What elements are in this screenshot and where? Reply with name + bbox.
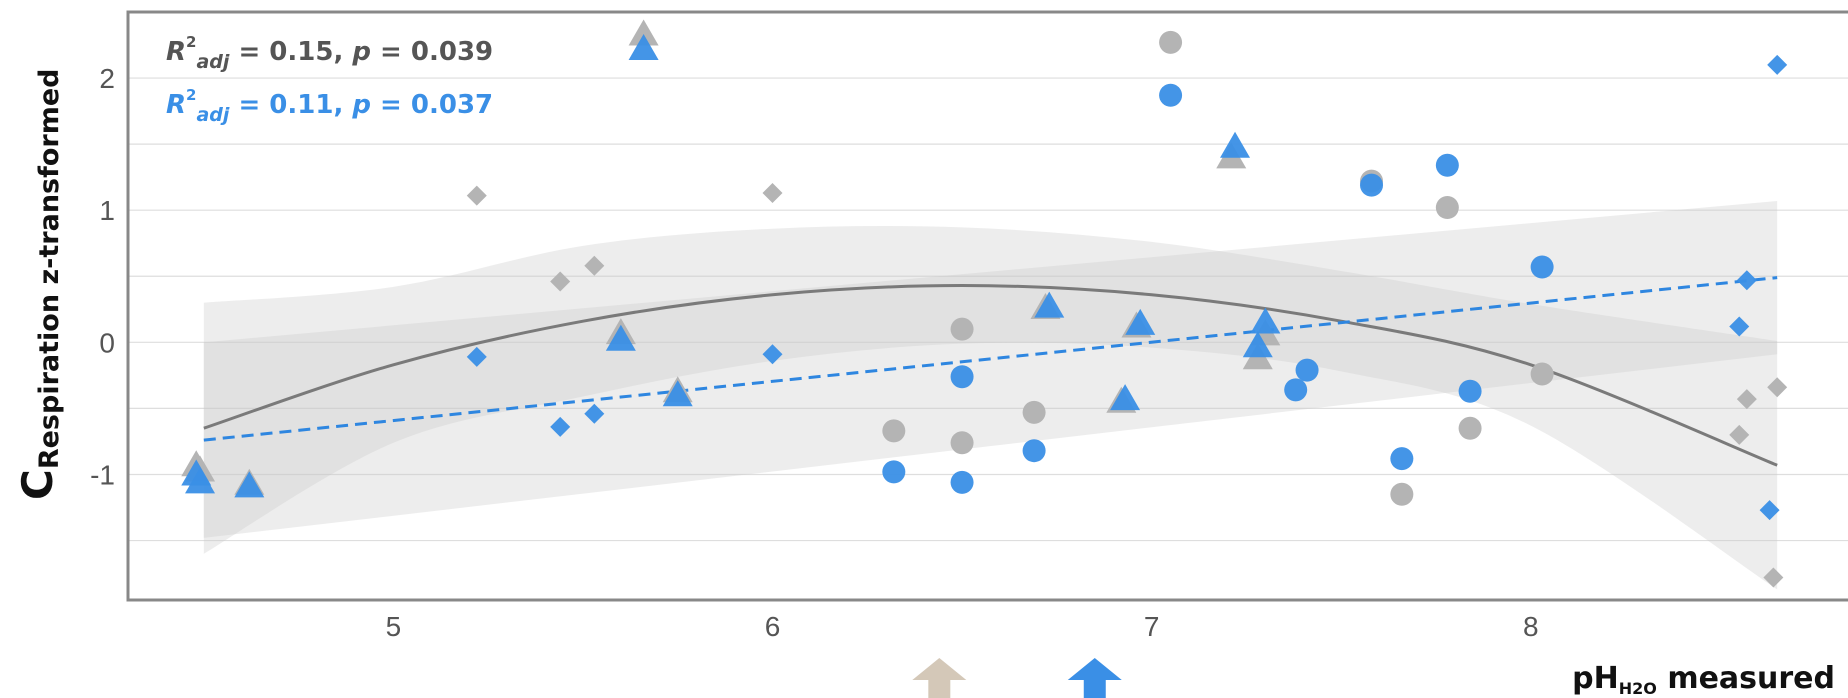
point-circle [1530, 362, 1554, 386]
point-diamond [1759, 500, 1780, 521]
stat-gray-r-sub: adj [196, 51, 229, 73]
point-diamond [1729, 424, 1750, 445]
stat-blue-r: R [166, 90, 186, 120]
fit-line-solid [203, 284, 1778, 467]
optimum-arrows [912, 658, 1122, 698]
stat-blue-r-sub: adj [196, 104, 229, 126]
point-circle [1159, 30, 1183, 54]
point-circle [1022, 439, 1046, 463]
point-triangle [1125, 308, 1156, 335]
point-diamond [1763, 567, 1784, 588]
point-triangle [605, 324, 636, 351]
stat-blue-p: p [351, 90, 371, 120]
x-tick-label-6: 6 [765, 611, 781, 642]
point-circle [1458, 379, 1482, 403]
x-axis-label-suffix: measured [1657, 661, 1835, 696]
point-circle [1284, 378, 1308, 402]
point-triangle [1250, 307, 1281, 334]
stat-blue: R2adj = 0.11, p = 0.037 [166, 86, 493, 126]
fit-lines [203, 276, 1778, 467]
point-triangle [1220, 131, 1251, 158]
point-circle [1530, 255, 1554, 279]
y-tick-label-2: 2 [99, 63, 115, 94]
point-circle [950, 365, 974, 389]
optimum-arrow-0 [912, 658, 967, 698]
grid-lines [128, 77, 1848, 542]
plot-frame [126, 10, 1848, 602]
point-diamond [1736, 270, 1757, 291]
point-diamond [584, 255, 605, 276]
optimum-arrow-1 [1067, 658, 1122, 698]
y-axis-label-main: C [13, 469, 62, 500]
y-axis-label-sub: Respiration z-transformed [34, 69, 65, 470]
point-triangle [628, 19, 659, 46]
point-circle [882, 419, 906, 443]
point-diamond [762, 183, 783, 204]
point-triangle [185, 467, 216, 494]
y-tick-label-1: 1 [99, 195, 115, 226]
stat-blue-r-sup: 2 [186, 86, 196, 104]
point-circle [950, 431, 974, 455]
point-diamond [466, 346, 487, 367]
point-diamond [550, 416, 571, 437]
stats-annotations: R2adj = 0.15, p = 0.039 R2adj = 0.11, p … [166, 33, 493, 126]
point-triangle [662, 380, 693, 407]
stat-gray-r-sup: 2 [186, 33, 196, 51]
point-diamond [550, 271, 571, 292]
point-circle [882, 460, 906, 484]
point-circle [1435, 196, 1459, 220]
point-circle [1435, 153, 1459, 177]
stat-gray: R2adj = 0.15, p = 0.039 [166, 33, 493, 73]
point-circle [1390, 447, 1414, 471]
point-circle [1390, 482, 1414, 506]
stat-gray-p: p [351, 37, 371, 67]
point-circle [950, 317, 974, 341]
y-tick-label-0: 0 [99, 327, 115, 358]
x-axis-label: pHH2O measured [1572, 661, 1835, 698]
confidence-band-1 [203, 200, 1778, 538]
point-circle [1295, 358, 1319, 382]
point-circle [1159, 83, 1183, 107]
point-triangle [234, 471, 265, 498]
point-circle [1022, 400, 1046, 424]
point-diamond [584, 403, 605, 424]
x-axis-label-main: pH [1572, 661, 1619, 696]
x-tick-label-8: 8 [1523, 611, 1539, 642]
point-diamond [1736, 389, 1757, 410]
point-triangle [1110, 384, 1141, 411]
point-circle [1360, 173, 1384, 197]
data-points [181, 19, 1788, 588]
point-diamond [466, 185, 487, 206]
point-diamond [762, 344, 783, 365]
x-axis-label-sub: H2O [1619, 679, 1657, 698]
y-axis-label: CRespiration z-transformed [13, 69, 65, 501]
stat-gray-r2-value: = 0.15, [229, 37, 352, 67]
point-diamond [1767, 377, 1788, 398]
stat-blue-p-value: = 0.037 [371, 90, 493, 120]
stat-gray-p-value: = 0.039 [371, 37, 493, 67]
point-diamond [1767, 54, 1788, 75]
x-tick-label-5: 5 [386, 611, 402, 642]
point-triangle [628, 33, 659, 60]
y-tick-label--1: -1 [90, 459, 115, 490]
point-triangle [1242, 331, 1273, 358]
point-diamond [1729, 316, 1750, 337]
point-triangle [1034, 291, 1065, 318]
stat-gray-r: R [166, 37, 186, 67]
point-circle [950, 470, 974, 494]
tick-labels: 5 6 7 8 -1 0 1 2 [90, 63, 1538, 642]
stat-blue-r2-value: = 0.11, [229, 90, 352, 120]
x-tick-label-7: 7 [1144, 611, 1160, 642]
fit-line-dashed [203, 276, 1778, 442]
point-circle [1458, 416, 1482, 440]
